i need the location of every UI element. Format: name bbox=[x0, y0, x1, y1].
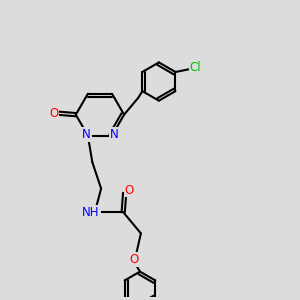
Text: NH: NH bbox=[82, 206, 100, 219]
Text: Cl: Cl bbox=[190, 61, 201, 74]
Text: O: O bbox=[124, 184, 134, 196]
Text: O: O bbox=[130, 253, 139, 266]
Text: O: O bbox=[49, 107, 58, 120]
Text: N: N bbox=[110, 128, 119, 141]
Text: N: N bbox=[82, 128, 91, 141]
